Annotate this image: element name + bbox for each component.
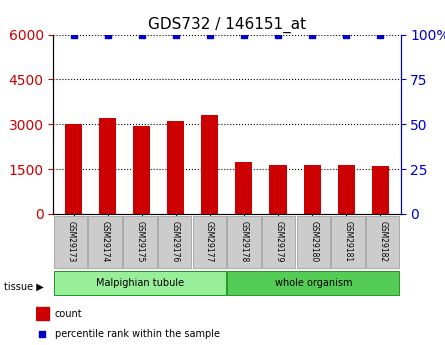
Point [240, 32, 247, 37]
Point [206, 32, 214, 37]
Text: GSM29177: GSM29177 [205, 220, 214, 262]
FancyBboxPatch shape [89, 216, 122, 268]
Point [104, 32, 111, 37]
Text: GSM29180: GSM29180 [309, 220, 318, 262]
FancyBboxPatch shape [227, 216, 261, 268]
Bar [303, 165, 320, 214]
Bar [65, 124, 82, 214]
FancyBboxPatch shape [158, 216, 191, 268]
Point [343, 32, 350, 37]
Point [172, 32, 179, 37]
Point [308, 32, 316, 37]
FancyBboxPatch shape [123, 216, 157, 268]
Bar [36, 307, 49, 320]
Point [70, 32, 77, 37]
Bar [134, 126, 150, 214]
Text: GSM29178: GSM29178 [240, 220, 249, 262]
Bar [235, 161, 252, 214]
Title: GDS732 / 146151_at: GDS732 / 146151_at [148, 17, 306, 33]
Point [275, 32, 282, 37]
FancyBboxPatch shape [54, 271, 226, 295]
Text: GSM29175: GSM29175 [136, 220, 145, 262]
Bar [372, 166, 388, 214]
Point [376, 32, 384, 37]
Text: tissue ▶: tissue ▶ [4, 282, 44, 291]
FancyBboxPatch shape [227, 271, 400, 295]
Bar [202, 115, 218, 214]
Text: GSM29174: GSM29174 [101, 220, 110, 262]
FancyBboxPatch shape [262, 216, 295, 268]
FancyBboxPatch shape [366, 216, 400, 268]
Text: GSM29176: GSM29176 [170, 220, 179, 262]
Bar [99, 118, 116, 214]
Bar [338, 165, 355, 214]
Point [138, 32, 146, 37]
FancyBboxPatch shape [332, 216, 365, 268]
Point [279, 218, 287, 224]
Text: GSM29182: GSM29182 [379, 220, 388, 262]
Bar [167, 121, 184, 214]
Text: count: count [55, 309, 82, 318]
Text: GSM29179: GSM29179 [275, 220, 283, 262]
Text: GSM29181: GSM29181 [344, 220, 353, 262]
Text: whole organism: whole organism [275, 278, 352, 288]
Text: GSM29173: GSM29173 [66, 220, 75, 262]
FancyBboxPatch shape [297, 216, 330, 268]
Text: percentile rank within the sample: percentile rank within the sample [55, 329, 219, 339]
FancyBboxPatch shape [54, 216, 87, 268]
Bar [270, 165, 287, 214]
FancyBboxPatch shape [193, 216, 226, 268]
Text: Malpighian tubule: Malpighian tubule [96, 278, 184, 288]
